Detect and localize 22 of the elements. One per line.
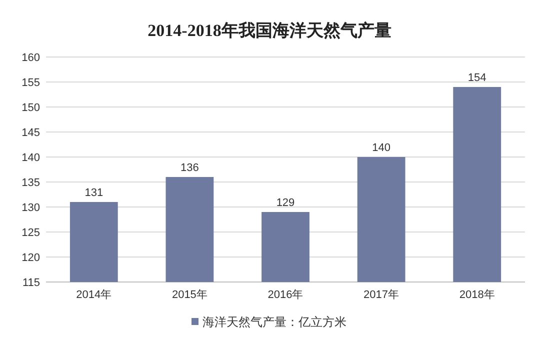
data-label: 154	[468, 72, 486, 84]
chart-title: 2014-2018年我国海洋天然气产量	[148, 21, 392, 40]
y-tick-label: 115	[22, 277, 40, 289]
data-label: 129	[276, 197, 295, 209]
y-tick-label: 150	[22, 102, 40, 114]
data-label: 131	[84, 187, 104, 199]
x-tick-label: 2015年	[172, 289, 208, 301]
x-tick-label: 2017年	[364, 289, 400, 301]
y-tick-label: 140	[22, 152, 40, 164]
data-label: 136	[180, 162, 199, 174]
y-tick-label: 120	[22, 252, 40, 264]
legend-label: 海洋天然气产量：亿立方米	[202, 315, 346, 329]
y-tick-label: 125	[22, 227, 40, 239]
y-tick-label: 145	[22, 127, 40, 139]
y-tick-label: 160	[22, 52, 40, 64]
y-tick-label: 155	[22, 77, 40, 89]
x-tick-label: 2016年	[268, 289, 304, 301]
x-tick-label: 2014年	[76, 289, 112, 301]
y-tick-label: 130	[22, 202, 40, 214]
data-label: 140	[372, 142, 390, 154]
x-tick-label: 2018年	[459, 289, 495, 301]
y-tick-label: 135	[22, 177, 40, 189]
